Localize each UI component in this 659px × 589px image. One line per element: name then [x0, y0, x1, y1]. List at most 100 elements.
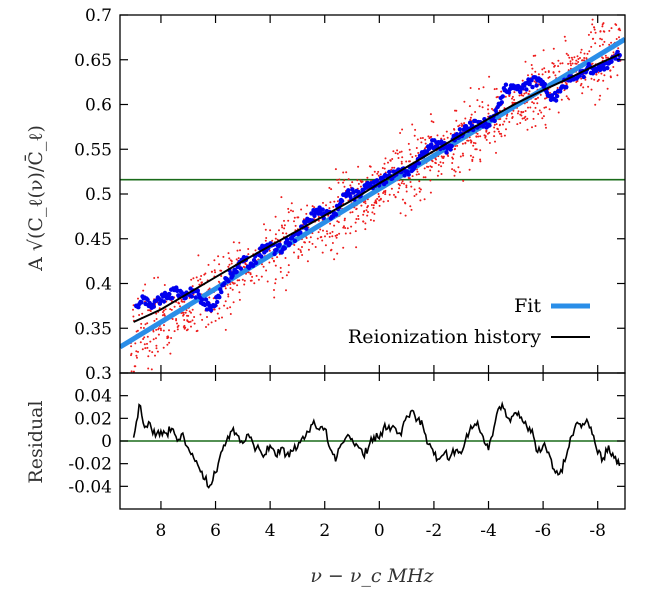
blue-point: [139, 300, 144, 305]
blue-point: [189, 294, 194, 299]
red-point: [563, 35, 566, 38]
fit-line: [120, 37, 625, 350]
red-point: [414, 154, 417, 157]
blue-scatter-points: [133, 49, 622, 313]
red-point: [609, 69, 612, 72]
red-point: [567, 54, 570, 57]
red-point: [522, 94, 525, 97]
red-point: [273, 296, 276, 299]
red-point: [372, 204, 375, 207]
red-point: [410, 185, 413, 188]
red-point: [349, 184, 352, 187]
red-point: [600, 72, 603, 75]
red-point: [190, 325, 192, 328]
red-point: [316, 237, 319, 240]
red-point: [493, 130, 496, 133]
red-point: [210, 270, 213, 273]
red-point: [180, 298, 183, 301]
red-point: [171, 318, 174, 320]
red-point: [268, 261, 271, 264]
red-point: [469, 116, 472, 119]
red-point: [552, 71, 555, 74]
red-point: [189, 320, 192, 323]
red-point: [513, 98, 516, 101]
red-point: [590, 45, 593, 48]
red-point: [247, 253, 250, 256]
residual-y-axis-ticks: -0.04-0.02 0 0.020.04: [68, 387, 625, 497]
red-point: [576, 55, 579, 58]
legend-entry-fit: Fit: [514, 295, 541, 317]
red-point: [254, 249, 257, 252]
red-point: [400, 162, 403, 165]
red-point: [285, 289, 287, 292]
red-point: [418, 190, 421, 193]
red-point: [221, 316, 223, 319]
red-point: [413, 195, 416, 197]
red-point: [249, 273, 252, 276]
red-point: [567, 62, 570, 65]
red-point: [399, 212, 402, 215]
red-point: [413, 188, 416, 191]
red-point: [429, 169, 432, 172]
red-point: [346, 227, 349, 230]
red-point: [618, 36, 620, 39]
red-point: [520, 111, 523, 114]
red-point: [137, 350, 139, 353]
blue-point: [213, 303, 218, 308]
red-point: [564, 81, 567, 84]
blue-point: [542, 81, 547, 87]
reionization-history-line: [133, 53, 620, 323]
red-point: [314, 246, 317, 248]
red-point: [198, 283, 201, 286]
red-point: [532, 117, 535, 120]
red-point: [163, 313, 166, 316]
red-point: [454, 109, 456, 112]
red-point: [612, 0, 614, 2]
red-point: [175, 319, 178, 322]
red-point: [156, 350, 159, 353]
red-point: [224, 328, 227, 331]
red-point: [293, 251, 295, 254]
red-point: [213, 269, 216, 272]
red-point: [580, 82, 583, 85]
blue-point: [199, 297, 205, 303]
red-point: [285, 232, 288, 235]
red-point: [494, 140, 496, 143]
red-point: [287, 271, 290, 274]
red-point: [505, 114, 508, 117]
red-point: [207, 263, 210, 266]
red-point: [151, 351, 154, 354]
red-point: [152, 330, 155, 333]
red-point: [524, 110, 527, 112]
red-point: [329, 232, 332, 235]
red-point: [453, 169, 456, 172]
red-point: [552, 62, 555, 65]
red-point: [345, 171, 348, 174]
red-point: [372, 219, 375, 222]
red-point: [173, 305, 176, 308]
red-point: [218, 263, 221, 266]
x-tick-label: -6: [535, 521, 552, 541]
red-point: [411, 156, 414, 158]
red-point: [408, 148, 411, 151]
x-tick-label: 6: [210, 521, 221, 541]
red-point: [521, 117, 524, 120]
red-point: [472, 156, 475, 159]
red-point: [313, 206, 316, 209]
red-point: [419, 188, 422, 191]
red-point: [498, 124, 501, 127]
red-point: [475, 135, 478, 138]
red-point: [542, 49, 545, 52]
red-point: [579, 51, 582, 54]
red-point: [487, 104, 490, 107]
red-point: [459, 155, 462, 158]
blue-point: [527, 81, 532, 87]
red-point: [369, 219, 372, 221]
red-point: [549, 91, 551, 94]
red-point: [610, 41, 613, 44]
red-point: [424, 176, 427, 179]
red-point: [403, 182, 405, 185]
red-point: [416, 170, 419, 173]
red-point: [400, 160, 403, 163]
red-point: [162, 346, 165, 349]
